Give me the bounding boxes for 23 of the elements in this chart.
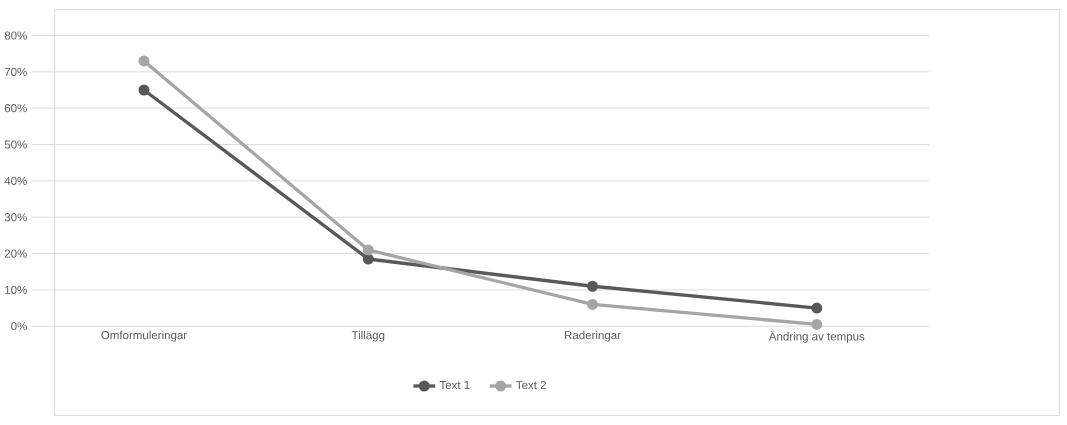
y-tick-label: 80% — [4, 31, 27, 40]
y-tick-label: 0% — [11, 322, 27, 331]
point — [811, 318, 823, 330]
point — [587, 280, 599, 292]
y-tick-label: 60% — [4, 104, 27, 113]
y-tick-label: 70% — [4, 67, 27, 76]
legend-label: Text 2 — [516, 380, 546, 390]
y-tick-label: 40% — [4, 176, 27, 185]
x-tick-label: Raderingar — [565, 330, 621, 342]
x-tick-label: Ändring av tempus — [768, 330, 865, 343]
point — [362, 244, 374, 256]
x-tick-label: Tillägg — [351, 330, 385, 342]
point — [587, 298, 599, 310]
legend-label: Text 1 — [439, 381, 470, 390]
point — [811, 302, 823, 314]
y-tick-label: 50% — [4, 140, 27, 149]
x-tick-label: Omformuleringar — [101, 330, 187, 342]
point — [138, 55, 150, 67]
y-tick-label: 30% — [4, 213, 27, 222]
y-tick-label: 20% — [4, 249, 27, 258]
y-tick-label: 10% — [5, 285, 27, 294]
point — [138, 84, 150, 96]
point — [362, 253, 374, 265]
